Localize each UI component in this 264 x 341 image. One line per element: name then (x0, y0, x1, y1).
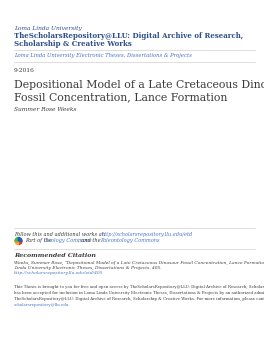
Text: Recommended Citation: Recommended Citation (14, 253, 96, 258)
Text: Depositional Model of a Late Cretaceous Dinosaur: Depositional Model of a Late Cretaceous … (14, 80, 264, 90)
Text: has been accepted for inclusion in Loma Linda University Electronic Theses, Diss: has been accepted for inclusion in Loma … (14, 291, 264, 295)
Text: Linda University Electronic Theses, Dissertations & Projects. 405.: Linda University Electronic Theses, Diss… (14, 266, 162, 270)
Wedge shape (15, 241, 18, 244)
Text: http://scholarsrepository.llu.edu/etd: http://scholarsrepository.llu.edu/etd (102, 232, 193, 237)
Text: TheScholarsRepository@LLU: Digital Archive of Research, Scholarship & Creative W: TheScholarsRepository@LLU: Digital Archi… (14, 297, 264, 301)
Text: This Thesis is brought to you for free and open access by TheScholarsRepository@: This Thesis is brought to you for free a… (14, 285, 264, 289)
Text: , and the: , and the (78, 238, 102, 243)
Text: scholarsrepository@llu.edu.: scholarsrepository@llu.edu. (14, 303, 71, 307)
Text: Part of the: Part of the (25, 238, 54, 243)
Text: Geology Commons: Geology Commons (44, 238, 92, 243)
Text: Weeks, Summer Rose, "Depositional Model of a Late Cretaceous Dinosaur Fossil Con: Weeks, Summer Rose, "Depositional Model … (14, 261, 264, 265)
Text: 9-2016: 9-2016 (14, 68, 35, 73)
Wedge shape (18, 241, 22, 244)
Text: Fossil Concentration, Lance Formation: Fossil Concentration, Lance Formation (14, 92, 227, 102)
Text: Follow this and additional works at:: Follow this and additional works at: (14, 232, 107, 237)
Text: Paleontology Commons: Paleontology Commons (100, 238, 160, 243)
Text: Summer Rose Weeks: Summer Rose Weeks (14, 107, 76, 112)
Wedge shape (15, 237, 18, 241)
Wedge shape (18, 237, 22, 241)
Text: http://scholarsrepository.llu.edu/etd/405: http://scholarsrepository.llu.edu/etd/40… (14, 271, 103, 275)
Text: Scholarship & Creative Works: Scholarship & Creative Works (14, 40, 132, 48)
Text: TheScholarsRepository@LLU: Digital Archive of Research,: TheScholarsRepository@LLU: Digital Archi… (14, 32, 243, 40)
Text: Loma Linda University Electronic Theses, Dissertations & Projects: Loma Linda University Electronic Theses,… (14, 53, 192, 58)
Text: Loma Linda University: Loma Linda University (14, 26, 82, 31)
